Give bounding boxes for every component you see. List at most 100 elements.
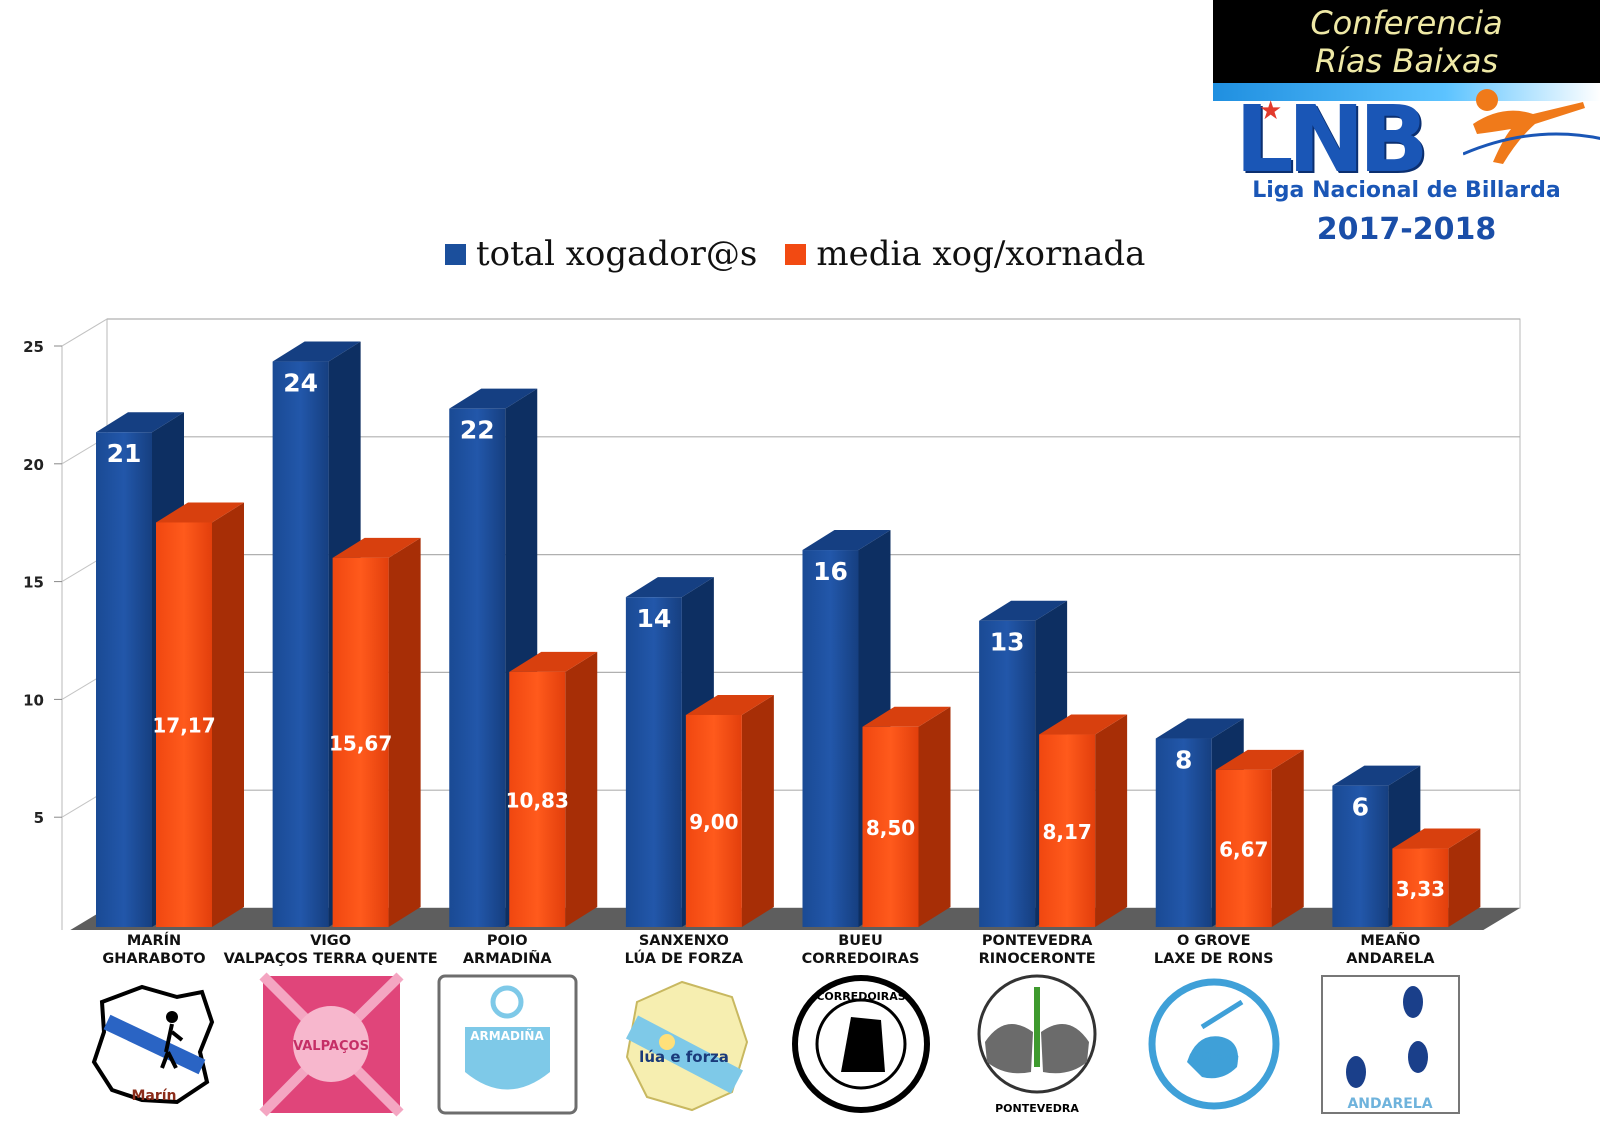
bar-front <box>1215 769 1272 927</box>
x-tick-label-team: LÚA DE FORZA <box>624 951 744 967</box>
league-logo: Conferencia Rías Baixas LNB ★ Liga Nacio… <box>1213 0 1600 250</box>
data-label-total: 16 <box>813 557 848 586</box>
x-tick-label-town: POIO <box>486 933 528 949</box>
legend-item-media: media xog/xornada <box>785 234 1145 274</box>
data-label-media: 9,00 <box>689 810 738 834</box>
x-tick-label-town: O GROVE <box>1176 933 1251 949</box>
data-label-total: 21 <box>107 439 142 468</box>
shield-crest-icon: ARMADIÑA <box>435 972 580 1117</box>
bar-front <box>1039 734 1096 927</box>
data-label-media: 17,17 <box>152 714 215 738</box>
bar-side <box>565 651 598 927</box>
bar-media: 3,33 <box>1392 828 1481 927</box>
x-tick-label-town: PONTEVEDRA <box>981 933 1093 949</box>
x-tick-label: O GROVE LAXE DE RONS <box>1099 932 1329 968</box>
data-label-media: 10,83 <box>506 788 569 812</box>
bar-front <box>156 522 212 927</box>
x-tick-label-town: VIGO <box>310 933 352 949</box>
bar-total: 14 <box>625 577 714 927</box>
bar-side <box>741 694 774 927</box>
y-tick-label: 10 <box>23 691 44 709</box>
bar-top <box>1332 765 1421 786</box>
bar-top <box>625 577 714 598</box>
x-tick-label: BUEU CORREDOIRAS <box>746 932 976 968</box>
bar-top <box>1155 718 1244 739</box>
crest-text: ANDARELA <box>1348 1096 1433 1112</box>
x-tick-label-town: BUEU <box>838 933 883 949</box>
legend-swatch-media <box>785 243 807 265</box>
crest-text: CORREDOIRAS <box>816 990 905 1003</box>
x-tick-label-town: MEAÑO <box>1360 933 1421 949</box>
x-tick-label-team: VALPAÇOS TERRA QUENTE <box>223 951 438 967</box>
bar-front <box>862 726 919 927</box>
crest-text: Marín <box>131 1088 176 1104</box>
bar-chart: 0 5 10 15 20 25 21 17,17 24 15,67 22 10,83 14 9,00 16… <box>23 318 1521 930</box>
bar-side <box>212 502 244 927</box>
data-label-media: 3,33 <box>1396 877 1445 901</box>
bar-front <box>96 432 152 927</box>
gridline-depth <box>61 318 108 347</box>
data-label-media: 8,50 <box>866 816 915 840</box>
x-tick-label: POIO ARMADIÑA <box>392 932 622 968</box>
conference-name-line2: Rías Baixas <box>1314 42 1499 80</box>
bar-side <box>1095 714 1128 927</box>
galicia-map-crest-icon: Marín <box>82 972 227 1117</box>
bar-front <box>509 671 566 927</box>
bar-side <box>918 706 951 927</box>
x-tick-label-team: CORREDOIRAS <box>801 951 920 967</box>
data-label-total: 24 <box>283 369 318 398</box>
legend-swatch-total <box>445 243 466 265</box>
bar-top <box>332 537 421 558</box>
data-label-total: 6 <box>1352 793 1369 822</box>
x-tick-label-team: RINOCERONTE <box>978 951 1096 967</box>
bar-top <box>96 412 184 433</box>
bar-media: 8,50 <box>862 706 951 927</box>
bar-top <box>509 651 598 672</box>
x-tick-label-team: ARMADIÑA <box>462 951 552 967</box>
x-tick-label-town: MARÍN <box>126 933 182 949</box>
bar-side <box>1271 749 1304 927</box>
pink-star-crest-icon: VALPAÇOS <box>259 972 404 1117</box>
bar-front <box>1392 848 1449 927</box>
bar-top <box>272 341 361 362</box>
rhino-crest-icon: PONTEVEDRA <box>965 972 1110 1117</box>
data-label-media: 6,67 <box>1219 837 1268 861</box>
data-label-media: 15,67 <box>329 731 392 755</box>
bar-front <box>272 361 329 927</box>
bar-media: 6,67 <box>1215 749 1304 927</box>
y-tick-label: 20 <box>23 456 44 474</box>
bar-media: 8,17 <box>1039 714 1128 927</box>
conference-banner <box>1213 0 1600 83</box>
footprints-crest-icon: ANDARELA <box>1318 972 1463 1117</box>
chart-legend: total xogador@s media xog/xornada <box>445 232 1173 276</box>
legend-label-total: total xogador@s <box>476 234 758 274</box>
bar-front <box>802 550 859 927</box>
x-tick-label-team: ANDARELA <box>1346 951 1435 967</box>
circle-crest-icon: O Grove <box>1142 972 1287 1117</box>
bar-top <box>449 388 538 409</box>
player-icon <box>1463 89 1600 164</box>
x-tick-label: VIGO VALPAÇOS TERRA QUENTE <box>216 932 446 968</box>
bar-top <box>1392 828 1481 849</box>
bar-top <box>979 600 1068 621</box>
y-tick-label: 15 <box>23 574 44 592</box>
moon-crest-icon: lúa e forza <box>612 972 757 1117</box>
bar-front <box>1155 738 1212 927</box>
bar-top <box>1039 714 1128 735</box>
x-tick-label-town: SANXENXO <box>638 933 729 949</box>
bar-top <box>685 694 774 715</box>
bar-media: 10,83 <box>506 651 598 927</box>
data-label-total: 8 <box>1175 746 1192 775</box>
data-label-total: 13 <box>990 628 1025 657</box>
chart-bars: 21 17,17 24 15,67 22 10,83 14 9,00 16 8,50 13 8,17 8… <box>96 341 1481 927</box>
x-tick-label-team: GHARABOTO <box>102 951 206 967</box>
bar-front <box>625 597 682 927</box>
crest-text: lúa e forza <box>639 1048 729 1066</box>
crest-text: VALPAÇOS <box>293 1039 369 1054</box>
bar-side <box>388 537 421 927</box>
x-tick-label: MARÍN GHARABOTO <box>39 932 269 968</box>
conference-name-line1: Conferencia <box>1310 4 1503 42</box>
y-tick-label: 5 <box>34 809 44 827</box>
bar-side <box>1448 828 1481 927</box>
legend-label-media: media xog/xornada <box>816 234 1146 274</box>
